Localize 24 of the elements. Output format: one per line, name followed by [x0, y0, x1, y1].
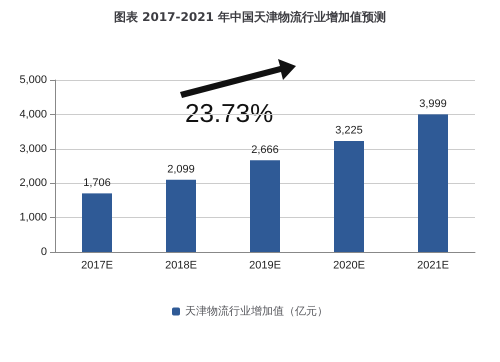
data-label: 3,999	[419, 98, 447, 110]
x-tick-label: 2017E	[81, 260, 113, 272]
y-tick-label: 3,000	[19, 142, 47, 155]
data-label: 2,666	[251, 144, 279, 156]
x-tick-label: 2019E	[249, 260, 281, 272]
data-label: 1,706	[83, 176, 111, 189]
x-tick-label: 2018E	[165, 260, 197, 272]
legend-label: 天津物流行业增加值（亿元）	[185, 304, 328, 318]
y-tick-label: 4,000	[19, 108, 47, 120]
chart-title: 图表 2017-2021 年中国天津物流行业增加值预测	[114, 10, 386, 24]
bar	[334, 141, 364, 252]
y-tick-label: 5,000	[19, 74, 47, 86]
data-label: 3,225	[335, 124, 363, 137]
data-label: 2,099	[167, 163, 195, 176]
y-tick-label: 2,000	[19, 177, 47, 190]
bar	[166, 180, 196, 252]
x-tick-label: 2020E	[333, 260, 365, 272]
bar	[82, 193, 112, 252]
bar	[418, 114, 448, 252]
y-tick-label: 0	[40, 246, 47, 258]
annotation: 23.73%	[185, 98, 274, 128]
y-tick-label: 1,000	[19, 212, 47, 224]
x-tick-label: 2021E	[417, 260, 449, 272]
bar	[250, 160, 280, 252]
